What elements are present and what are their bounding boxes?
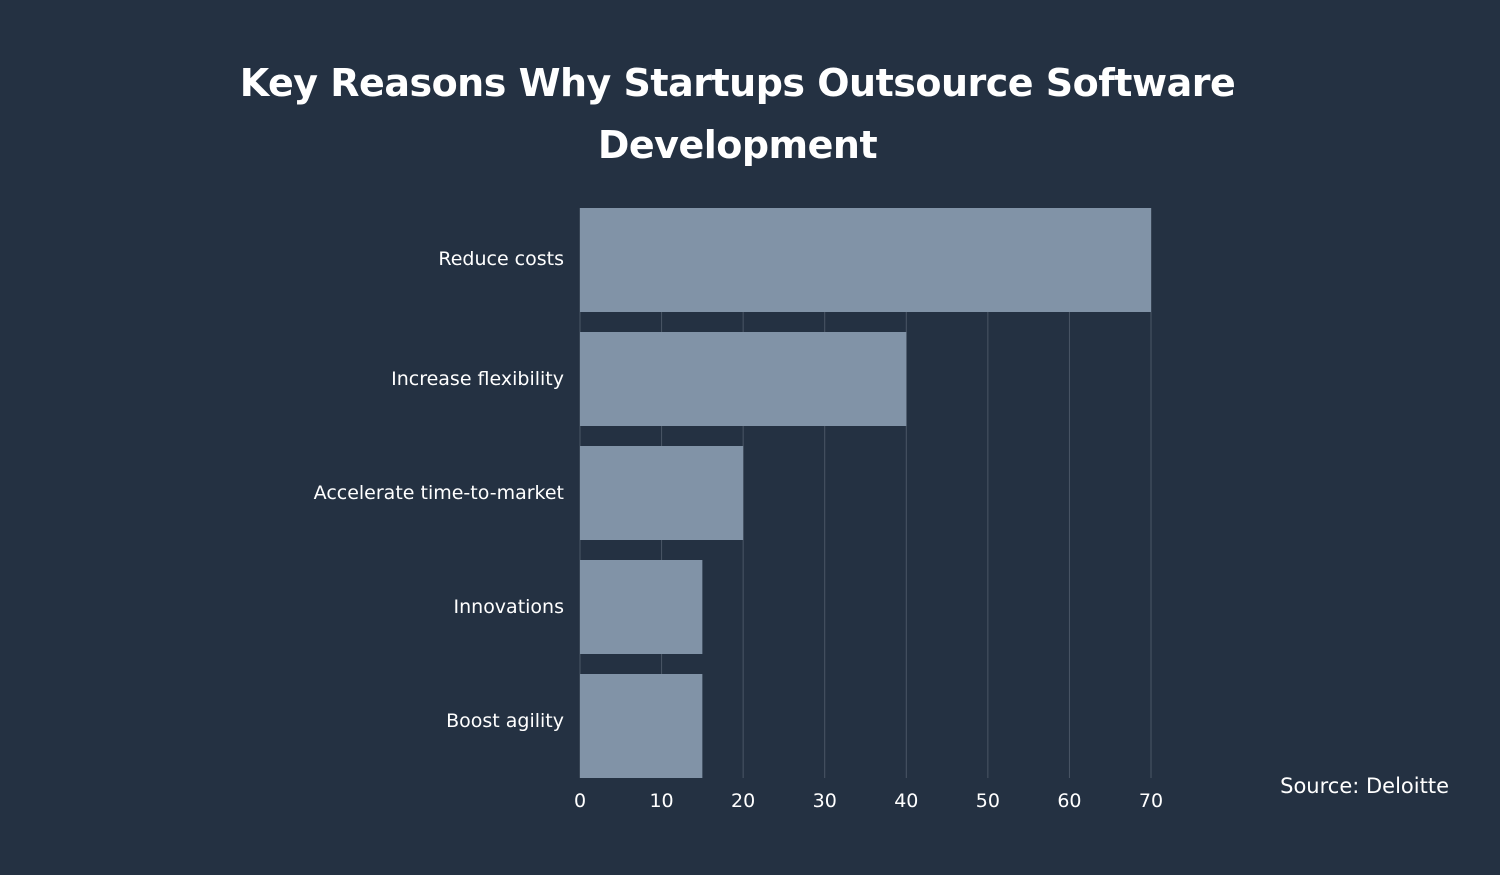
bar xyxy=(580,674,703,778)
x-tick-label: 20 xyxy=(731,790,755,812)
category-label: Boost agility xyxy=(446,710,564,732)
x-tick-label: 50 xyxy=(976,790,1000,812)
bar xyxy=(580,208,1151,312)
x-tick-label: 0 xyxy=(574,790,586,812)
source-note: Source: Deloitte xyxy=(1280,774,1449,798)
bar xyxy=(580,560,703,654)
x-tick-label: 70 xyxy=(1139,790,1163,812)
x-tick-label: 30 xyxy=(813,790,837,812)
bar xyxy=(580,446,744,540)
category-label: Accelerate time-to-market xyxy=(314,482,564,504)
x-tick-label: 10 xyxy=(649,790,673,812)
category-label: Reduce costs xyxy=(438,248,564,270)
category-label: Innovations xyxy=(454,596,565,618)
chart-title: Key Reasons Why Startups Outsource Softw… xyxy=(239,61,1236,167)
category-label: Increase flexibility xyxy=(391,368,564,390)
bar xyxy=(580,332,907,426)
x-tick-label: 40 xyxy=(894,790,918,812)
x-tick-label: 60 xyxy=(1057,790,1081,812)
